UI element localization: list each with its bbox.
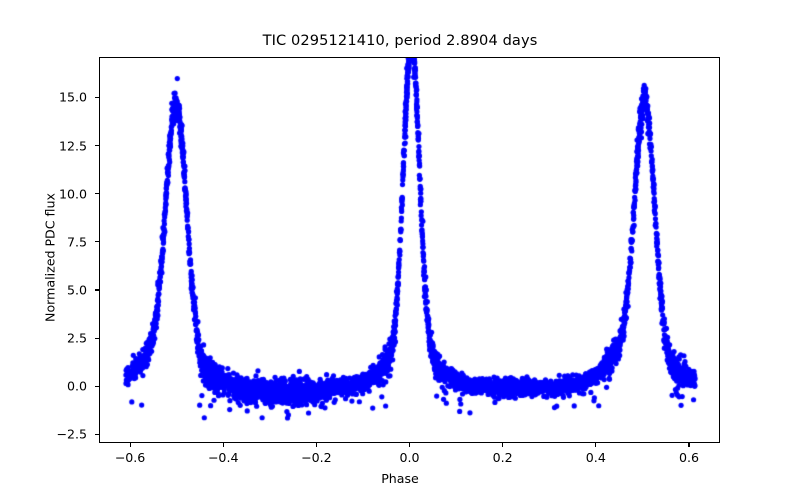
y-tick-mark xyxy=(95,289,99,291)
y-tick-mark xyxy=(95,337,99,339)
y-tick-label: 0.0 xyxy=(66,378,87,394)
x-tick-mark xyxy=(595,443,597,447)
y-tick-label: 10.0 xyxy=(58,186,87,202)
x-tick-label: −0.4 xyxy=(207,450,239,465)
x-axis-label: Phase xyxy=(381,471,419,486)
x-tick-mark xyxy=(315,443,317,447)
x-tick-mark xyxy=(129,443,131,447)
x-tick-label: 0.2 xyxy=(492,450,513,465)
x-tick-mark xyxy=(222,443,224,447)
x-tick-mark xyxy=(502,443,504,447)
x-tick-label: 0.4 xyxy=(585,450,606,465)
x-tick-label: −0.2 xyxy=(301,450,332,465)
y-tick-mark xyxy=(95,145,99,147)
y-tick-label: 5.0 xyxy=(66,282,87,298)
y-axis-label: Normalized PDC flux xyxy=(42,193,58,322)
page-title: TIC 0295121410, period 2.8904 days xyxy=(262,32,538,49)
x-tick-label: −0.6 xyxy=(114,450,146,465)
y-tick-label: 15.0 xyxy=(58,89,87,105)
y-tick-label: 2.5 xyxy=(66,330,87,346)
y-tick-mark xyxy=(95,385,99,387)
x-tick-mark xyxy=(409,443,411,447)
x-tick-label: 0.6 xyxy=(678,450,699,465)
y-tick-label: 7.5 xyxy=(66,234,87,250)
y-tick-mark xyxy=(95,193,99,195)
x-tick-mark xyxy=(688,443,690,447)
y-tick-mark xyxy=(95,241,99,243)
y-tick-mark xyxy=(95,96,99,99)
x-tick-label: 0.0 xyxy=(399,450,420,465)
scatter-plot-canvas xyxy=(100,58,719,442)
y-tick-label: −2.5 xyxy=(56,426,87,442)
y-tick-label: 12.5 xyxy=(58,138,87,154)
y-tick-mark xyxy=(95,433,99,435)
plot-axes-frame xyxy=(99,57,720,443)
